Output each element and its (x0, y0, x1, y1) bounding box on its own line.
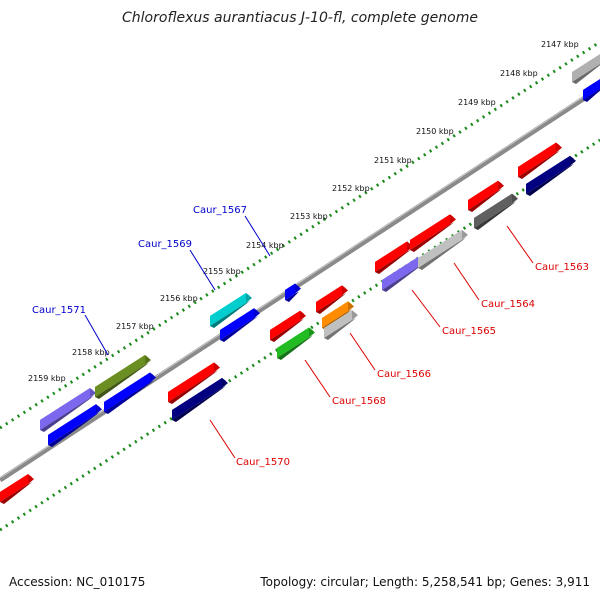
kbp-tick-label: 2150 kbp (416, 127, 454, 136)
kbp-tick-label: 2154 kbp (246, 241, 284, 250)
gene-leader-line (506, 225, 534, 264)
accession-text: Accession: NC_010175 (9, 575, 146, 589)
kbp-tick-label: 2153 kbp (290, 212, 328, 221)
gene-leader-line (84, 314, 109, 356)
gene-leader-line (411, 289, 441, 328)
gene-box (285, 283, 301, 302)
gene-box (468, 180, 504, 212)
gene-leader-line (304, 359, 331, 398)
outer-ruler (0, 40, 600, 430)
map-title: Chloroflexus aurantiacus J-10-fl, comple… (122, 10, 478, 26)
kbp-tick-label: 2149 kbp (458, 98, 496, 107)
kbp-tick-label: 2156 kbp (160, 294, 198, 303)
gene-box (316, 285, 348, 314)
gene-box (168, 362, 220, 404)
gene-box (220, 308, 260, 342)
gene-leader-line (244, 215, 271, 257)
gene-box (277, 327, 315, 360)
genome-backbone (0, 85, 600, 483)
gene-label[interactable]: Caur_1563 (535, 262, 589, 273)
gene-label[interactable]: Caur_1567 (193, 205, 247, 216)
gene-label[interactable]: Caur_1571 (32, 305, 86, 316)
gene-box (474, 193, 518, 230)
kbp-tick-label: 2155 kbp (203, 267, 241, 276)
gene-label[interactable]: Caur_1569 (138, 239, 192, 250)
kbp-tick-label: 2151 kbp (374, 156, 412, 165)
gene-box (418, 229, 468, 270)
kbp-tick-label: 2157 kbp (116, 322, 154, 331)
gene-label[interactable]: Caur_1566 (377, 369, 431, 380)
gene-leader-line (349, 332, 376, 371)
gene-box (518, 142, 562, 179)
gene-box (104, 372, 156, 414)
kbp-tick-label: 2152 kbp (332, 184, 370, 193)
gene-leader-line (209, 419, 236, 459)
gene-box (526, 155, 576, 196)
gene-box (410, 214, 456, 252)
gene-box (48, 404, 102, 447)
topology-text: Topology: circular; Length: 5,258,541 bp… (260, 575, 590, 589)
kbp-tick-label: 2147 kbp (541, 40, 579, 49)
kbp-tick-label: 2158 kbp (72, 348, 110, 357)
gene-box (0, 474, 34, 504)
gene-label[interactable]: Caur_1568 (332, 396, 386, 407)
gene-box (95, 355, 151, 399)
gene-label[interactable]: Caur_1570 (236, 457, 290, 468)
gene-box (382, 256, 424, 292)
gene-label[interactable]: Caur_1564 (481, 299, 535, 310)
gene-box (583, 79, 600, 102)
gene-box (172, 378, 228, 422)
gene-box (375, 241, 413, 274)
gene-leader-line (189, 249, 216, 291)
gene-box (572, 54, 600, 84)
gene-label[interactable]: Caur_1565 (442, 326, 496, 337)
kbp-tick-label: 2148 kbp (500, 69, 538, 78)
gene-leader-line (453, 262, 480, 301)
gene-box (40, 388, 96, 432)
gene-box (324, 310, 358, 340)
gene-box (270, 310, 306, 342)
kbp-tick-label: 2159 kbp (28, 374, 66, 383)
gene-box (210, 292, 252, 328)
